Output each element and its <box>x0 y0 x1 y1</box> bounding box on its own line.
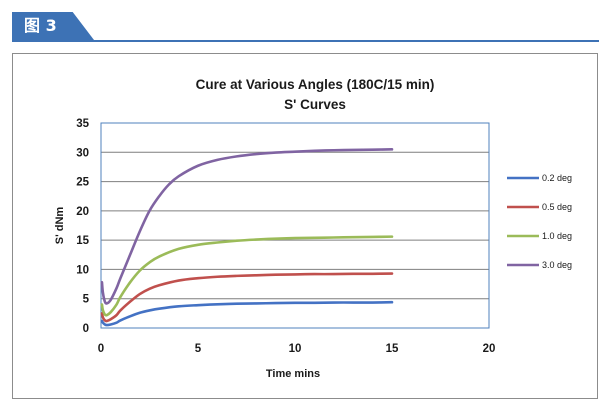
series-line-0 <box>100 300 394 327</box>
chart-subtitle: S' Curves <box>284 97 346 112</box>
figure-label: 图 3 <box>12 12 94 40</box>
y-tick-label: 0 <box>83 323 89 335</box>
series-line-1 <box>100 272 394 323</box>
x-tick-label: 5 <box>195 343 202 355</box>
legend-label: 0.2 deg <box>542 173 572 183</box>
y-axis-title: S' dNm <box>54 207 66 245</box>
legend-label: 3.0 deg <box>542 260 572 270</box>
x-axis-ticks: 0 5 10 15 20 <box>98 343 496 355</box>
chart-frame: Cure at Various Angles (180C/15 min) S' … <box>12 53 598 399</box>
series-line-3 <box>100 148 394 305</box>
y-tick-label: 5 <box>83 294 90 306</box>
y-axis-ticks: 0 5 10 15 20 25 30 35 <box>76 118 89 335</box>
x-tick-label: 0 <box>98 343 104 355</box>
y-tick-label: 25 <box>76 177 89 189</box>
legend-label: 0.5 deg <box>542 202 572 212</box>
plot-area-border <box>100 122 490 329</box>
series-lines <box>100 148 394 327</box>
y-tick-label: 15 <box>76 235 89 247</box>
legend: 0.2 deg 0.5 deg 1.0 deg 3.0 deg <box>507 173 572 270</box>
y-tick-label: 10 <box>76 264 89 276</box>
y-tick-label: 35 <box>76 118 89 130</box>
figure-label-rule <box>12 40 599 42</box>
y-tick-label: 20 <box>76 206 89 218</box>
chart-title: Cure at Various Angles (180C/15 min) <box>196 77 435 92</box>
series-line-2 <box>100 235 394 317</box>
x-tick-label: 20 <box>483 343 496 355</box>
line-chart: Cure at Various Angles (180C/15 min) S' … <box>54 77 572 380</box>
grid-lines <box>101 122 489 300</box>
x-tick-label: 15 <box>386 343 399 355</box>
x-axis-title: Time mins <box>266 368 320 380</box>
y-tick-label: 30 <box>76 147 89 159</box>
x-tick-label: 10 <box>289 343 302 355</box>
legend-label: 1.0 deg <box>542 231 572 241</box>
